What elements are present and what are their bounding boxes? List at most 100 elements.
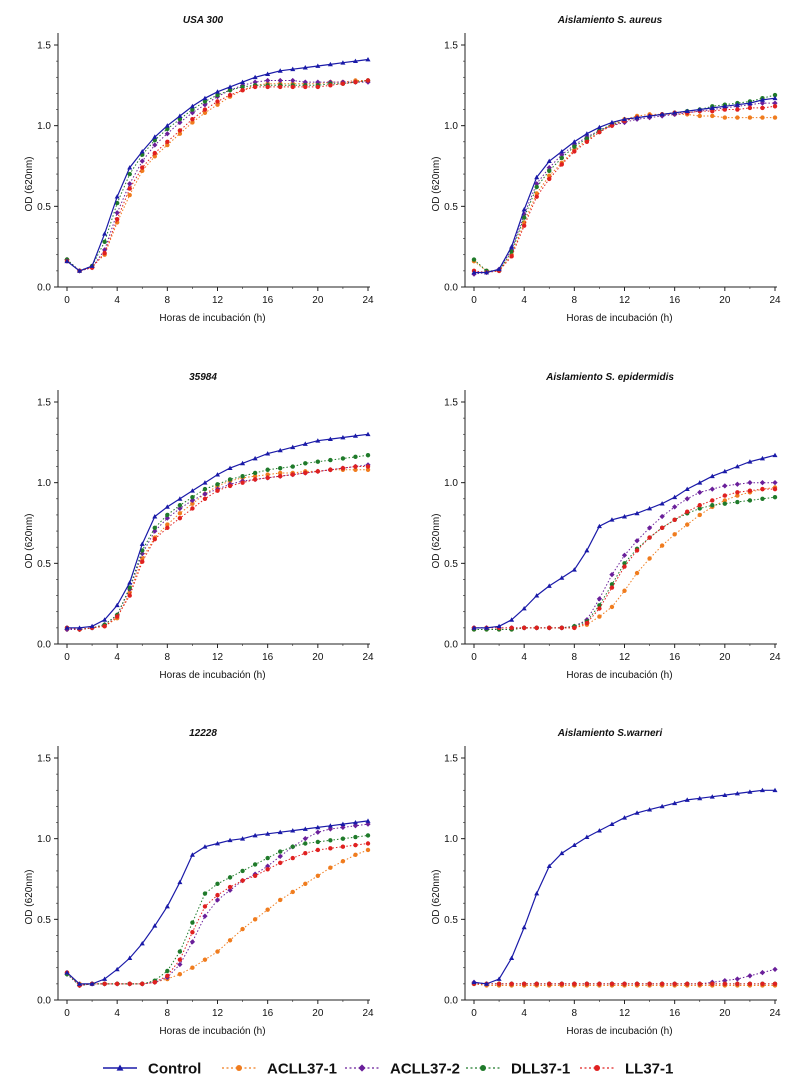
data-point: [772, 92, 778, 98]
data-point: [102, 231, 108, 236]
data-point: [609, 571, 615, 578]
series-line: [66, 834, 369, 987]
data-point: [64, 258, 70, 264]
data-point: [572, 625, 577, 631]
data-point: [278, 474, 283, 479]
y-tick-label: 1.5: [37, 754, 51, 765]
data-point: [340, 465, 346, 471]
data-point: [114, 194, 120, 199]
data-point: [227, 887, 233, 893]
data-point: [722, 792, 728, 798]
data-point: [177, 961, 183, 968]
data-point: [64, 970, 70, 975]
data-point: [722, 468, 728, 474]
data-point: [521, 223, 527, 228]
x-tick-label: 16: [262, 652, 274, 663]
data-point: [709, 794, 715, 799]
data-point: [177, 515, 183, 521]
data-point: [697, 795, 703, 801]
x-axis-label: Horas de incubación (h): [159, 1026, 265, 1037]
data-point: [215, 892, 220, 898]
data-point: [697, 480, 703, 485]
data-point: [277, 829, 283, 835]
data-point: [202, 95, 208, 101]
data-point: [152, 536, 157, 542]
data-point: [252, 474, 258, 479]
x-tick-label: 0: [64, 295, 70, 306]
data-point: [215, 102, 220, 107]
data-point: [747, 115, 753, 120]
legend-item: ACLL37-1: [222, 1061, 337, 1078]
data-point: [684, 496, 690, 502]
series-ll37-1: [471, 104, 778, 275]
data-point: [609, 821, 615, 827]
y-tick-label: 1.5: [444, 398, 458, 409]
data-point: [140, 559, 145, 564]
data-point: [152, 150, 157, 156]
data-point: [102, 239, 107, 245]
series-dll37-1: [64, 78, 371, 274]
y-tick-label: 1.0: [37, 834, 51, 845]
x-tick-label: 24: [769, 295, 781, 306]
data-point: [240, 79, 246, 85]
data-point: [572, 149, 577, 154]
data-point: [559, 155, 564, 161]
data-point: [202, 491, 208, 497]
data-point: [190, 494, 195, 500]
data-point: [327, 436, 333, 442]
data-point: [214, 897, 221, 903]
legend-marker: [594, 1065, 600, 1071]
series-line: [474, 487, 776, 630]
legend: Control ACLL37-1 ACLL37-2 DLL37-1 LL37-1: [103, 1061, 673, 1078]
data-point: [215, 881, 220, 887]
data-point: [140, 165, 145, 170]
data-point: [127, 585, 132, 590]
data-point: [278, 860, 283, 866]
data-point: [265, 472, 270, 477]
data-point: [546, 583, 552, 588]
data-point: [353, 464, 358, 469]
data-point: [315, 84, 321, 90]
data-point: [252, 862, 258, 867]
x-tick-label: 12: [619, 652, 631, 663]
data-point: [139, 551, 145, 557]
data-point: [597, 981, 602, 987]
data-point: [571, 842, 577, 848]
series-line: [474, 488, 775, 629]
data-point: [164, 903, 170, 909]
data-point: [559, 162, 564, 167]
data-point: [165, 525, 170, 531]
data-point: [353, 79, 358, 85]
data-point: [303, 841, 308, 846]
x-tick-label: 4: [114, 1008, 120, 1019]
data-point: [772, 494, 778, 500]
data-point: [471, 625, 477, 630]
series-line: [66, 80, 368, 272]
x-tick-label: 8: [165, 1008, 171, 1019]
data-point: [327, 61, 333, 67]
data-point: [621, 116, 628, 122]
data-point: [202, 904, 208, 909]
data-point: [290, 855, 295, 861]
data-point: [735, 493, 740, 498]
data-point: [290, 472, 295, 477]
data-point: [734, 481, 741, 487]
data-point: [672, 110, 678, 115]
data-point: [734, 464, 740, 469]
data-point: [352, 823, 359, 829]
x-axis-label: Horas de incubación (h): [566, 670, 672, 681]
data-point: [496, 266, 502, 272]
series-ll37-1: [64, 841, 371, 988]
data-point: [365, 833, 371, 838]
data-point: [621, 815, 628, 820]
data-point: [114, 200, 120, 206]
data-point: [684, 108, 690, 114]
data-point: [572, 981, 577, 987]
y-axis-label: OD (620nm): [24, 869, 35, 924]
data-point: [759, 455, 765, 461]
y-axis-label: OD (620nm): [24, 513, 35, 568]
data-point: [365, 847, 371, 853]
data-point: [509, 244, 515, 249]
series-ll37-1: [64, 78, 371, 274]
data-point: [302, 836, 308, 842]
